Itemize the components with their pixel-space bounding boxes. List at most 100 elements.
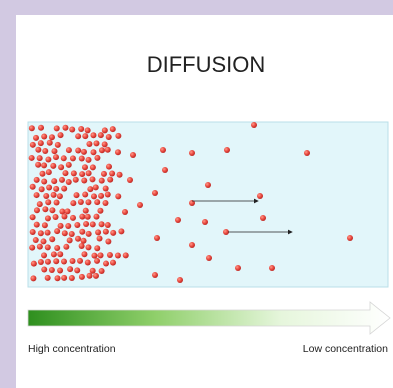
particle — [33, 237, 39, 243]
particle — [87, 273, 93, 279]
particle — [57, 251, 63, 257]
particle — [86, 170, 92, 176]
particle — [189, 242, 195, 248]
particle — [45, 156, 51, 162]
particle — [30, 184, 36, 190]
particle — [51, 178, 57, 184]
particle — [93, 214, 99, 220]
particle — [58, 223, 64, 229]
particle — [41, 179, 47, 185]
particle — [49, 134, 55, 140]
particle — [29, 155, 35, 161]
particle — [53, 258, 59, 264]
particle — [61, 275, 67, 281]
particle — [67, 266, 73, 272]
particle — [54, 228, 60, 234]
particle — [49, 207, 55, 213]
particle — [62, 170, 68, 176]
particle — [94, 155, 100, 161]
particle — [65, 223, 71, 229]
particle — [347, 235, 353, 241]
particle — [58, 164, 64, 170]
particle — [152, 190, 158, 196]
particle — [34, 192, 40, 198]
particle — [102, 141, 108, 147]
particle — [94, 245, 100, 251]
particle — [43, 193, 49, 199]
particle — [137, 202, 143, 208]
particle — [110, 230, 116, 236]
particle — [251, 122, 257, 128]
particle — [79, 274, 85, 280]
particle — [97, 208, 103, 214]
particle — [86, 157, 92, 163]
particle — [99, 147, 105, 153]
particle — [127, 177, 133, 183]
particle — [51, 148, 57, 154]
particle — [61, 259, 67, 265]
particle — [177, 277, 183, 283]
particle — [115, 133, 121, 139]
particle — [42, 206, 48, 212]
particle — [41, 267, 47, 273]
particle — [85, 199, 91, 205]
particle — [103, 261, 109, 267]
particle — [123, 252, 129, 258]
particle — [304, 150, 310, 156]
particle — [51, 192, 57, 198]
particle — [107, 177, 113, 183]
particle — [42, 222, 48, 228]
particle — [102, 200, 108, 206]
particle — [202, 219, 208, 225]
particle — [58, 132, 64, 138]
particle — [79, 155, 85, 161]
particle — [206, 255, 212, 261]
particle — [85, 244, 91, 250]
particle — [83, 221, 89, 227]
particle — [37, 244, 43, 250]
particle — [90, 132, 96, 138]
particle — [30, 142, 36, 148]
particle — [30, 214, 36, 220]
particle — [75, 147, 81, 153]
particle — [29, 125, 35, 131]
particle — [71, 170, 77, 176]
particle — [73, 177, 79, 183]
particle — [46, 185, 52, 191]
particle — [85, 259, 91, 265]
particle — [41, 252, 47, 258]
particle — [33, 135, 39, 141]
particle — [47, 140, 53, 146]
particle — [103, 229, 109, 235]
particle — [57, 193, 63, 199]
particle — [55, 142, 61, 148]
particle — [82, 164, 88, 170]
particle — [69, 275, 75, 281]
particle — [82, 133, 88, 139]
particle — [130, 152, 136, 158]
particle — [37, 201, 43, 207]
particle — [110, 260, 116, 266]
particle — [122, 209, 128, 215]
particle — [93, 184, 99, 190]
particle — [67, 237, 73, 243]
particle — [54, 245, 60, 251]
particle — [85, 127, 91, 133]
particle — [61, 213, 67, 219]
particle — [152, 272, 158, 278]
particle — [61, 186, 67, 192]
particle — [95, 229, 101, 235]
particle — [98, 193, 104, 199]
particle — [51, 251, 57, 257]
particle — [107, 252, 113, 258]
particle — [29, 245, 35, 251]
particle — [110, 126, 116, 132]
particle — [66, 147, 72, 153]
particle — [54, 125, 60, 131]
particle — [74, 192, 80, 198]
particle — [45, 259, 51, 265]
particle — [74, 267, 80, 273]
particle — [103, 185, 109, 191]
particle — [106, 134, 112, 140]
particle — [115, 253, 121, 259]
